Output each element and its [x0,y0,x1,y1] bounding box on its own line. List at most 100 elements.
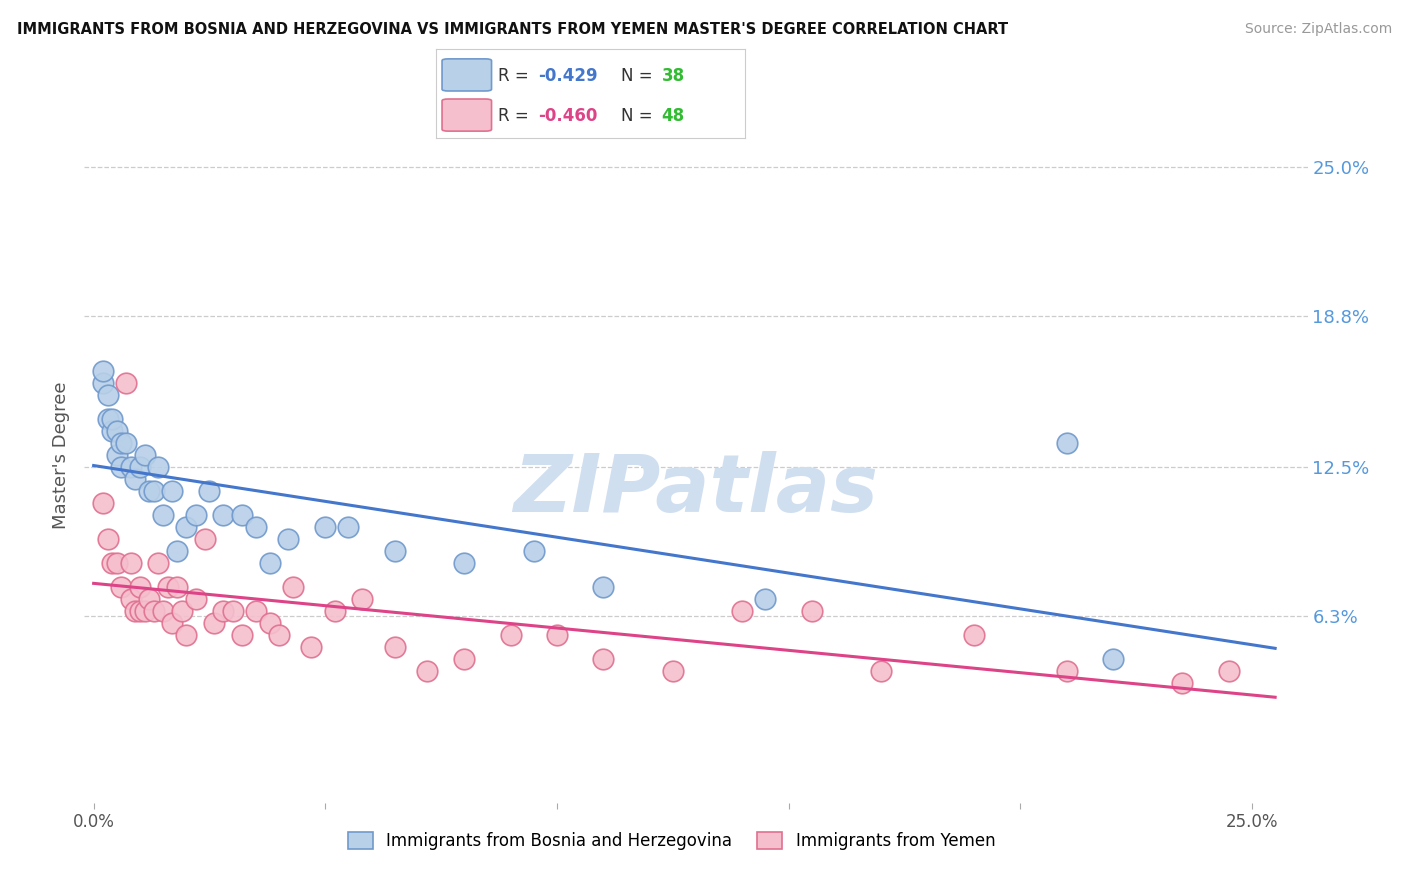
Point [416,664,439,678]
Point [212,604,235,618]
Point [546,628,568,642]
Point [754,591,776,606]
Point [96,388,118,402]
Point [314,520,336,534]
Text: Source: ZipAtlas.com: Source: ZipAtlas.com [1244,22,1392,37]
Point [91,364,114,378]
Point [120,556,142,570]
Point [142,483,165,498]
Point [115,376,138,390]
Point [134,604,156,618]
Point [166,580,188,594]
Point [110,436,132,450]
Point [101,412,124,426]
Point [91,496,114,510]
FancyBboxPatch shape [441,99,492,131]
Point [870,664,893,678]
Point [156,580,179,594]
Point [267,628,290,642]
Point [323,604,346,618]
Point [245,604,267,618]
Point [1102,652,1125,666]
Point [231,508,253,522]
Text: R =: R = [498,107,534,125]
Legend: Immigrants from Bosnia and Herzegovina, Immigrants from Yemen: Immigrants from Bosnia and Herzegovina, … [342,826,1002,857]
Text: ZIPatlas: ZIPatlas [513,450,879,529]
Point [138,591,160,606]
Point [105,556,128,570]
Point [129,580,152,594]
Point [1218,664,1240,678]
Point [384,640,406,654]
Point [91,376,114,390]
Point [523,544,546,558]
Point [162,483,184,498]
Point [337,520,360,534]
Text: 48: 48 [662,107,685,125]
Point [142,604,165,618]
Point [194,532,217,546]
Point [148,459,170,474]
Point [129,604,152,618]
Point [162,615,184,630]
Point [245,520,267,534]
Text: 38: 38 [662,67,685,85]
Point [499,628,522,642]
Point [352,591,374,606]
Text: IMMIGRANTS FROM BOSNIA AND HERZEGOVINA VS IMMIGRANTS FROM YEMEN MASTER'S DEGREE : IMMIGRANTS FROM BOSNIA AND HERZEGOVINA V… [17,22,1008,37]
Point [384,544,406,558]
Point [110,580,132,594]
Point [1056,664,1078,678]
Point [184,591,207,606]
Point [212,508,235,522]
Text: -0.460: -0.460 [538,107,598,125]
Point [277,532,299,546]
Point [134,448,156,462]
Point [259,615,281,630]
Text: R =: R = [498,67,534,85]
Point [453,652,475,666]
Point [166,544,188,558]
Point [1171,676,1194,690]
Point [592,580,614,594]
Point [170,604,193,618]
Point [731,604,754,618]
Point [96,412,118,426]
Y-axis label: Master's Degree: Master's Degree [52,381,70,529]
Point [152,604,174,618]
Text: N =: N = [621,107,658,125]
Point [963,628,986,642]
Point [592,652,614,666]
Point [259,556,281,570]
Point [202,615,225,630]
Point [96,532,118,546]
Point [129,459,152,474]
Point [221,604,243,618]
Point [174,520,197,534]
Point [198,483,221,498]
Point [101,556,124,570]
Text: N =: N = [621,67,658,85]
Point [1056,436,1078,450]
Point [174,628,197,642]
Point [105,448,128,462]
Point [152,508,174,522]
Point [184,508,207,522]
Point [124,604,146,618]
Point [105,424,128,438]
Point [138,483,160,498]
Point [120,459,142,474]
Point [299,640,322,654]
Text: -0.429: -0.429 [538,67,598,85]
Point [281,580,304,594]
Point [662,664,685,678]
Point [148,556,170,570]
Point [231,628,253,642]
Point [101,424,124,438]
Point [115,436,138,450]
Point [453,556,475,570]
Point [120,591,142,606]
Point [800,604,823,618]
Point [124,472,146,486]
Point [110,459,132,474]
